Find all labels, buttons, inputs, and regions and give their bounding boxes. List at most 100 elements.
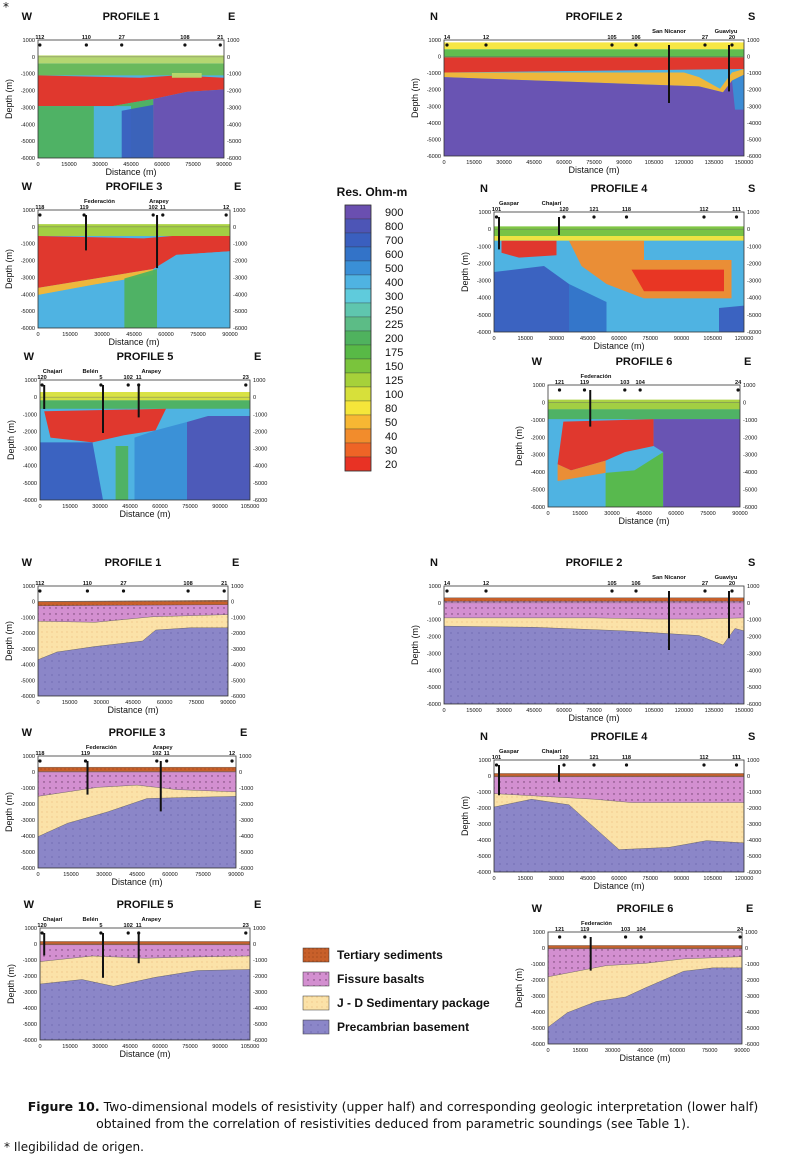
y-tick-label: 1000 bbox=[479, 758, 491, 764]
x-tick-label: 15000 bbox=[62, 700, 78, 706]
legend-label: J - D Sedimentary package bbox=[337, 996, 490, 1010]
locality-label: Guaviyu bbox=[715, 29, 738, 35]
y-tick-label: -4000 bbox=[21, 122, 35, 128]
plot-frame bbox=[493, 211, 745, 333]
station-marker bbox=[738, 935, 742, 939]
resistivity-band bbox=[501, 240, 557, 258]
x-axis-label: Distance (m) bbox=[593, 881, 644, 891]
station-marker bbox=[494, 215, 499, 219]
scale-swatch bbox=[344, 386, 372, 402]
geology-p6: PROFILE 6 W E 1000 1000 0 0 -1000 -1000 -2000 -200… bbox=[514, 903, 759, 1063]
geology-p1: PROFILE 1 W E 1000 1000 0 0 -1000 -1000 -2000 -200… bbox=[4, 557, 245, 715]
resistivity-band bbox=[444, 74, 744, 156]
scale-swatch bbox=[344, 414, 372, 430]
x-tick-label: 45000 bbox=[129, 872, 145, 878]
x-tick-label: 30000 bbox=[92, 1044, 108, 1050]
x-tick-label: 90000 bbox=[216, 162, 232, 168]
y-tick-label-right: -6000 bbox=[227, 156, 241, 162]
y-tick-label-right: -5000 bbox=[747, 685, 761, 691]
x-tick-label: 0 bbox=[492, 336, 495, 342]
y-tick-label-right: -1000 bbox=[743, 418, 757, 424]
plot-frame bbox=[443, 585, 745, 705]
y-tick-label-right: 0 bbox=[747, 774, 750, 780]
basement-layer bbox=[38, 627, 228, 696]
y-tick-label-right: -1000 bbox=[231, 615, 245, 621]
locality-label: Guaviyu bbox=[715, 575, 738, 581]
station-marker bbox=[624, 763, 629, 767]
y-tick-label: 0 bbox=[32, 55, 35, 61]
y-tick-label: -4000 bbox=[23, 1006, 37, 1012]
resistivity-band bbox=[653, 419, 740, 507]
y-tick-label-right: -4000 bbox=[253, 1006, 267, 1012]
y-tick-label-right: -4000 bbox=[747, 668, 761, 674]
plot-area bbox=[38, 55, 224, 158]
x-tick-label: 60000 bbox=[670, 1048, 686, 1054]
station-marker bbox=[183, 43, 187, 47]
y-tick-label-right: -6000 bbox=[253, 1038, 267, 1044]
y-tick-label: -1000 bbox=[21, 72, 35, 78]
station-label: 20 bbox=[729, 35, 735, 41]
station-label: 121 bbox=[589, 755, 598, 761]
y-tick-label: -3000 bbox=[531, 994, 545, 1000]
y-tick-label: -3000 bbox=[477, 279, 491, 285]
x-tick-label: 75000 bbox=[182, 1044, 198, 1050]
plot-area bbox=[494, 773, 744, 872]
y-tick-label-right: -3000 bbox=[231, 647, 245, 653]
station-marker bbox=[84, 43, 88, 47]
x-axis-label: Distance (m) bbox=[593, 341, 644, 351]
plot-frame bbox=[37, 209, 231, 329]
y-tick-label: -2000 bbox=[477, 261, 491, 267]
scale-swatch bbox=[344, 246, 372, 262]
station-label: 121 bbox=[555, 380, 564, 386]
y-tick-label: 0 bbox=[32, 225, 35, 231]
y-tick-label: -6000 bbox=[21, 866, 35, 872]
station-marker bbox=[121, 589, 126, 593]
y-tick-label-right: -1000 bbox=[747, 618, 761, 624]
x-tick-label: 90000 bbox=[212, 504, 228, 510]
y-tick-label-right: -4000 bbox=[745, 1010, 759, 1016]
x-tick-label: 60000 bbox=[162, 872, 178, 878]
plot-area bbox=[38, 767, 236, 868]
y-tick-label: -3000 bbox=[21, 105, 35, 111]
station-marker bbox=[224, 213, 228, 217]
direction-left: W bbox=[24, 899, 35, 911]
y-tick-label-right: 1000 bbox=[747, 584, 759, 590]
x-tick-label: 45000 bbox=[126, 332, 142, 338]
resistivity-band bbox=[38, 75, 224, 107]
resistivity-band bbox=[548, 409, 740, 420]
plot-frame bbox=[37, 39, 225, 159]
scale-swatch bbox=[344, 218, 372, 234]
x-tick-label: 30000 bbox=[496, 160, 512, 166]
station-label: 110 bbox=[83, 581, 92, 587]
scale-value: 80 bbox=[385, 403, 397, 415]
x-tick-label: 135000 bbox=[705, 708, 724, 714]
station-marker bbox=[38, 589, 42, 593]
station-label: 12 bbox=[483, 35, 489, 41]
direction-left: W bbox=[532, 903, 543, 915]
scale-value: 50 bbox=[385, 417, 397, 429]
y-axis-label: Depth (m) bbox=[4, 792, 14, 832]
station-marker bbox=[638, 388, 642, 392]
y-tick-label-right: -3000 bbox=[745, 994, 759, 1000]
station-label: 119 bbox=[580, 380, 589, 386]
x-tick-label: 105000 bbox=[703, 336, 722, 342]
station-label: 121 bbox=[589, 207, 598, 213]
station-marker bbox=[165, 759, 169, 763]
x-tick-label: 0 bbox=[36, 162, 39, 168]
y-tick-label: -4000 bbox=[531, 1010, 545, 1016]
y-tick-label: -5000 bbox=[23, 1022, 37, 1028]
scale-value: 400 bbox=[385, 277, 403, 289]
y-tick-label: -1000 bbox=[531, 418, 545, 424]
y-tick-label-right: -2000 bbox=[747, 806, 761, 812]
locality-label: Chajarí bbox=[542, 201, 562, 207]
station-label: 119 bbox=[580, 927, 589, 933]
y-tick-label: -1000 bbox=[427, 618, 441, 624]
scale-value: 150 bbox=[385, 361, 403, 373]
station-label: 23 bbox=[243, 923, 249, 929]
x-tick-label: 105000 bbox=[703, 876, 722, 882]
resistivity-band bbox=[548, 399, 740, 410]
y-tick-label: 1000 bbox=[429, 584, 441, 590]
x-tick-label: 30000 bbox=[92, 162, 108, 168]
x-tick-label: 120000 bbox=[735, 336, 754, 342]
x-tick-label: 45000 bbox=[526, 708, 542, 714]
